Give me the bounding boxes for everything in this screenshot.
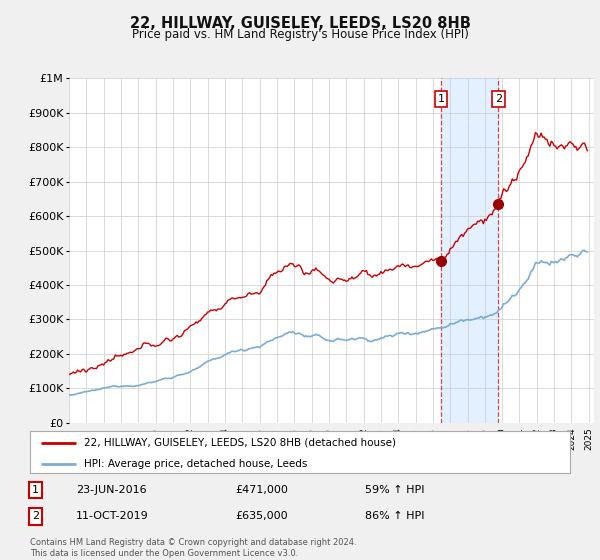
Text: Price paid vs. HM Land Registry's House Price Index (HPI): Price paid vs. HM Land Registry's House …: [131, 28, 469, 41]
Text: 1: 1: [437, 94, 445, 104]
Text: 23-JUN-2016: 23-JUN-2016: [76, 485, 146, 495]
Text: 22, HILLWAY, GUISELEY, LEEDS, LS20 8HB: 22, HILLWAY, GUISELEY, LEEDS, LS20 8HB: [130, 16, 470, 31]
Text: 86% ↑ HPI: 86% ↑ HPI: [365, 511, 424, 521]
Text: 1: 1: [32, 485, 39, 495]
Text: 59% ↑ HPI: 59% ↑ HPI: [365, 485, 424, 495]
Text: 11-OCT-2019: 11-OCT-2019: [76, 511, 149, 521]
Text: 22, HILLWAY, GUISELEY, LEEDS, LS20 8HB (detached house): 22, HILLWAY, GUISELEY, LEEDS, LS20 8HB (…: [84, 438, 396, 448]
Text: £471,000: £471,000: [235, 485, 288, 495]
Bar: [441, 78, 499, 423]
Text: Contains HM Land Registry data © Crown copyright and database right 2024.
This d: Contains HM Land Registry data © Crown c…: [30, 538, 356, 558]
Text: 2: 2: [32, 511, 39, 521]
Text: 2: 2: [495, 94, 502, 104]
Text: HPI: Average price, detached house, Leeds: HPI: Average price, detached house, Leed…: [84, 459, 307, 469]
Text: £635,000: £635,000: [235, 511, 288, 521]
